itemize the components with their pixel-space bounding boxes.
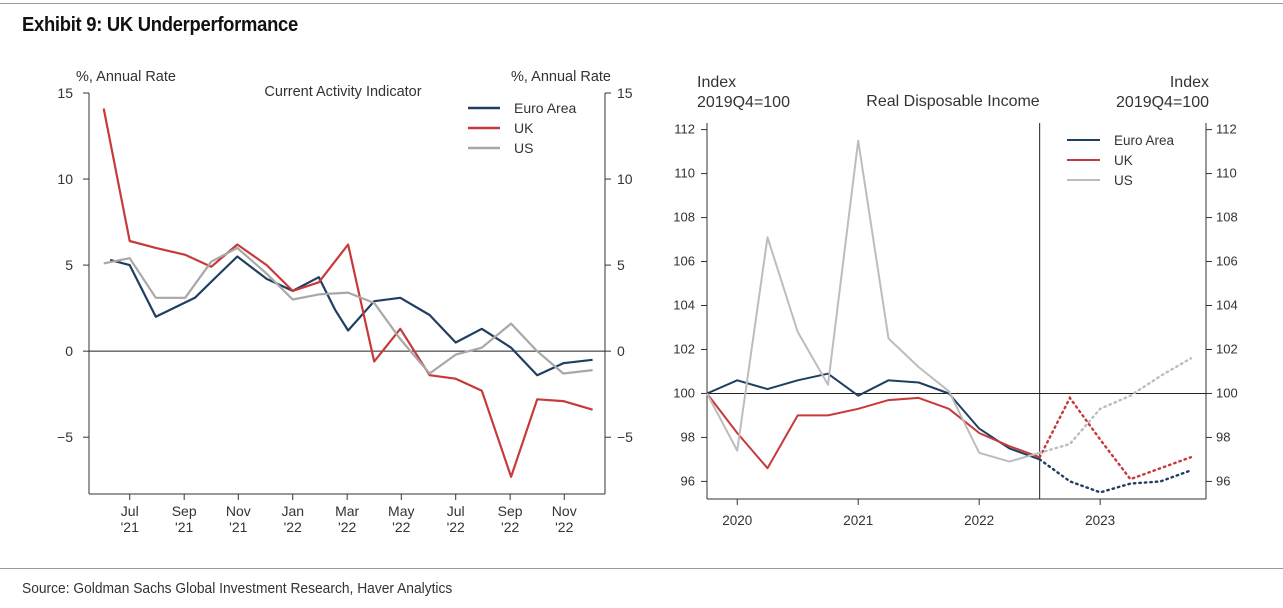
left-axis-label-line2: 2019Q4=100 xyxy=(697,94,790,111)
x-tick-label-month: Jul xyxy=(121,503,139,519)
series-line-us_right xyxy=(706,139,1040,463)
legend-label-euro_area: Euro Area xyxy=(514,100,576,116)
y-tick-label-right: 0 xyxy=(617,343,625,359)
x-tick-label-month: Nov xyxy=(552,503,577,519)
y-tick-label-right: 96 xyxy=(1216,473,1230,488)
y-tick-label-right: 106 xyxy=(1216,254,1238,269)
x-tick-label-month: Nov xyxy=(226,503,251,519)
y-tick-label-left: 110 xyxy=(674,166,695,181)
y-tick-label-right: 100 xyxy=(1216,385,1238,400)
series-line-uk xyxy=(102,108,593,478)
y-tick-label-left: 108 xyxy=(673,210,695,225)
left-axis-label: %, Annual Rate xyxy=(76,69,176,85)
series-line-euro_area xyxy=(706,372,1041,461)
x-tick-label: 2022 xyxy=(964,513,994,528)
series-forecast-uk xyxy=(1038,395,1193,481)
y-tick-label-left: 15 xyxy=(57,85,73,101)
y-tick-label-left: 102 xyxy=(673,341,695,356)
y-tick-label-right: 112 xyxy=(1216,122,1237,137)
exhibit-title: Exhibit 9: UK Underperformance xyxy=(22,14,298,36)
x-tick-label-month: Sep xyxy=(498,503,523,519)
x-tick-label-year: '22 xyxy=(555,519,573,535)
y-tick-label-left: 10 xyxy=(57,171,73,187)
right-axis-label-line1: Index xyxy=(1170,74,1209,91)
chart-title: Real Disposable Income xyxy=(866,93,1040,110)
y-tick-label-right: 108 xyxy=(1216,210,1238,225)
right-axis-label: %, Annual Rate xyxy=(511,69,611,85)
y-tick-label-left: −5 xyxy=(57,429,73,445)
series-forecast-euro_area xyxy=(1038,458,1193,494)
series-line-uk xyxy=(706,392,1041,470)
x-tick-label: 2021 xyxy=(843,513,873,528)
legend-label-us_right: US xyxy=(1114,173,1133,188)
y-tick-label-left: 96 xyxy=(681,473,695,488)
y-tick-label-right: 102 xyxy=(1216,341,1238,356)
y-tick-label-right: 104 xyxy=(1216,298,1238,313)
x-tick-label: 2020 xyxy=(722,513,752,528)
y-tick-label-right: 110 xyxy=(1216,166,1237,181)
x-tick-label-month: Sep xyxy=(172,503,197,519)
y-tick-label-left: 100 xyxy=(673,385,695,400)
x-tick-label-year: '22 xyxy=(447,519,465,535)
x-tick-label-year: '22 xyxy=(284,519,302,535)
y-tick-label-left: 104 xyxy=(673,298,695,313)
x-tick-label: 2023 xyxy=(1085,513,1115,528)
source-note: Source: Goldman Sachs Global Investment … xyxy=(22,580,453,597)
series-line-euro_area xyxy=(109,255,593,377)
y-tick-label-right: 10 xyxy=(617,171,633,187)
chart-title: Current Activity Indicator xyxy=(264,84,421,100)
y-tick-label-right: 98 xyxy=(1216,429,1230,444)
x-tick-label-month: May xyxy=(388,503,414,519)
series-forecast-us_right xyxy=(1038,357,1193,454)
x-tick-label-year: '22 xyxy=(338,519,356,535)
x-tick-label-month: Jan xyxy=(281,503,304,519)
legend-label-uk: UK xyxy=(514,120,534,136)
legend-label-uk: UK xyxy=(1114,153,1133,168)
right-axis-label-line2: 2019Q4=100 xyxy=(1116,94,1209,111)
y-tick-label-right: 15 xyxy=(617,85,633,101)
y-tick-label-right: −5 xyxy=(617,429,633,445)
y-tick-label-left: 98 xyxy=(681,429,695,444)
x-tick-label-month: Jul xyxy=(447,503,465,519)
y-tick-label-left: 112 xyxy=(674,122,695,137)
y-tick-label-left: 5 xyxy=(65,257,73,273)
y-tick-label-right: 5 xyxy=(617,257,625,273)
legend-label-us_left: US xyxy=(514,140,533,156)
x-tick-label-year: '21 xyxy=(229,519,247,535)
y-tick-label-left: 0 xyxy=(65,343,73,359)
y-tick-label-left: 106 xyxy=(673,254,695,269)
legend-label-euro_area: Euro Area xyxy=(1114,133,1175,148)
left-axis-label-line1: Index xyxy=(697,74,736,91)
x-tick-label-year: '21 xyxy=(175,519,193,535)
x-tick-label-year: '22 xyxy=(501,519,519,535)
x-tick-label-year: '21 xyxy=(121,519,139,535)
top-rule xyxy=(0,3,1283,4)
x-tick-label-month: Mar xyxy=(335,503,359,519)
x-tick-label-year: '22 xyxy=(392,519,410,535)
bottom-rule xyxy=(0,568,1283,569)
series-line-us_left xyxy=(103,246,593,375)
